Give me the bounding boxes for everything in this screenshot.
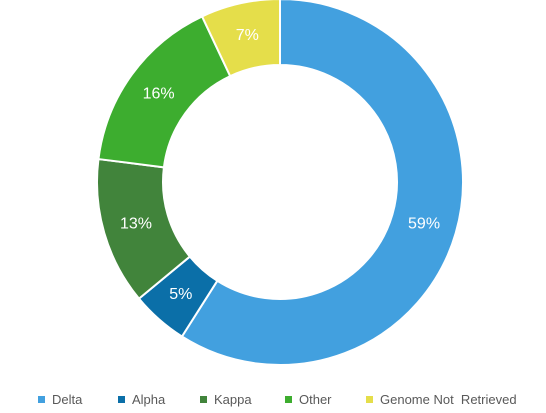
- legend-label-genome-not-retrieved: Genome Not Retrieved: [380, 391, 517, 407]
- legend-label-alpha: Alpha: [132, 391, 166, 407]
- slice-label-other: 16%: [143, 85, 175, 102]
- legend-label-delta: Delta: [52, 391, 83, 407]
- slice-label-alpha: 5%: [169, 286, 192, 303]
- legend-label-other: Other: [299, 391, 332, 407]
- slice-label-kappa: 13%: [120, 215, 152, 232]
- legend-item-alpha: Alpha: [118, 389, 165, 409]
- donut-slices: [96, 0, 464, 366]
- legend-item-other: Other: [285, 389, 332, 409]
- legend-label-kappa: Kappa: [214, 391, 252, 407]
- slice-delta: [180, 0, 464, 366]
- legend-swatch-other: [285, 395, 292, 403]
- slice-genome-not-retrieved: [200, 0, 281, 78]
- slice-label-genome-not-retrieved: 7%: [236, 27, 259, 44]
- slice-label-delta: 59%: [408, 215, 440, 232]
- legend: Delta Alpha Kappa Other Genome Not Retri…: [0, 389, 546, 409]
- legend-item-delta: Delta: [38, 389, 82, 409]
- legend-swatch-kappa: [200, 395, 207, 403]
- legend-swatch-delta: [38, 395, 45, 403]
- slice-labels: 59% 5% 13% 16% 7%: [120, 27, 440, 303]
- legend-item-genome-not-retrieved: Genome Not Retrieved: [366, 389, 517, 409]
- legend-swatch-alpha: [118, 395, 125, 403]
- legend-item-kappa: Kappa: [200, 389, 252, 409]
- legend-swatch-genome-not-retrieved: [366, 395, 373, 403]
